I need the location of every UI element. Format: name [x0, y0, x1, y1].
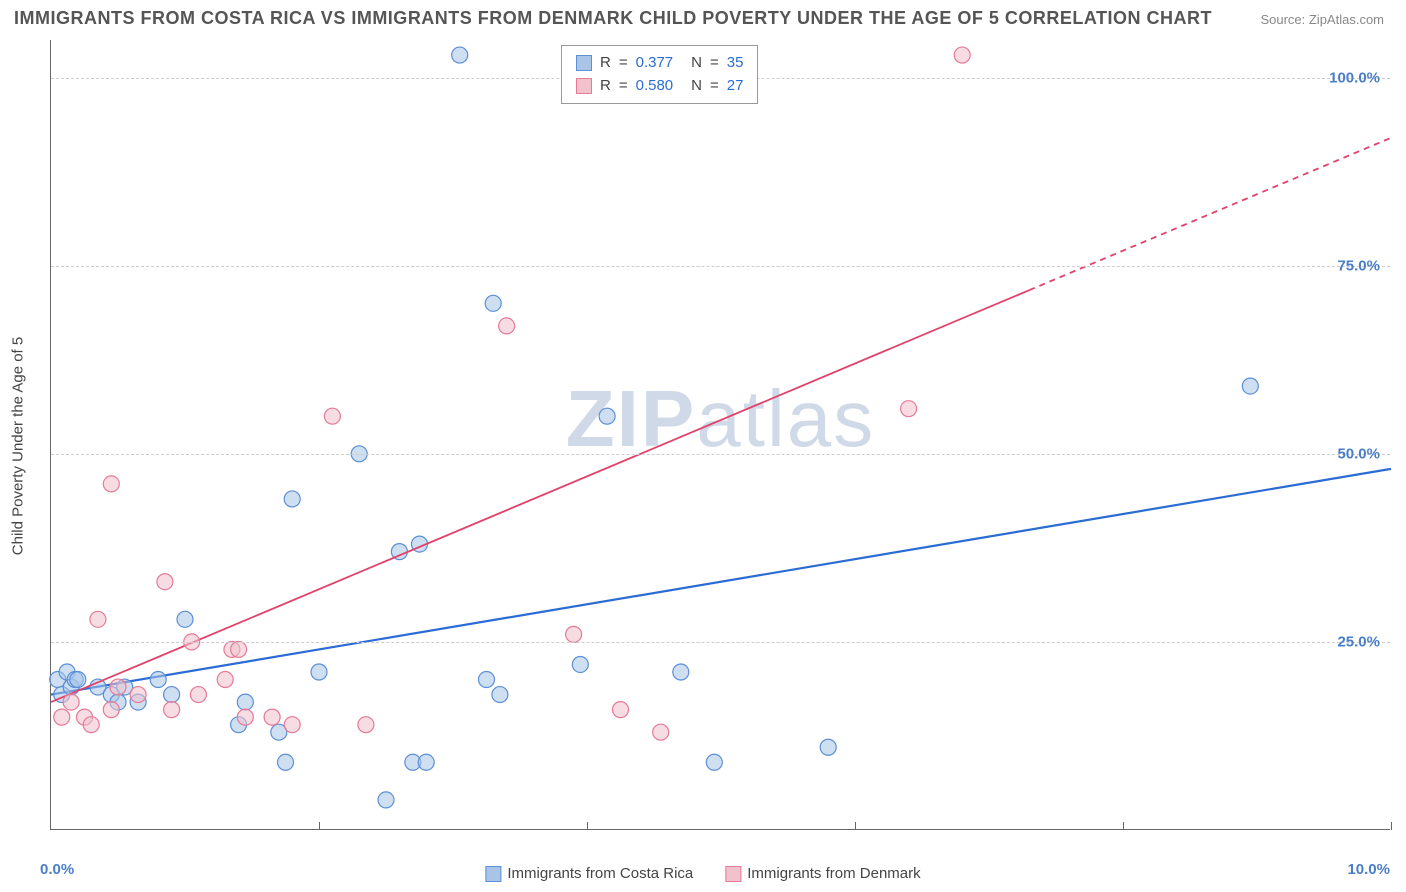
- correlation-legend-box: R = 0.377 N = 35 R = 0.580 N = 27: [561, 45, 758, 104]
- data-point: [157, 574, 173, 590]
- swatch-icon: [725, 866, 741, 882]
- swatch-icon: [485, 866, 501, 882]
- legend-item-denmark: Immigrants from Denmark: [725, 865, 920, 882]
- data-point: [613, 702, 629, 718]
- data-point: [103, 476, 119, 492]
- y-tick-label: 75.0%: [1337, 257, 1380, 274]
- data-point: [499, 318, 515, 334]
- legend-label: Immigrants from Costa Rica: [507, 865, 693, 882]
- data-point: [54, 709, 70, 725]
- data-point: [237, 709, 253, 725]
- data-point: [673, 664, 689, 680]
- r-label: R: [600, 52, 611, 75]
- chart-title: IMMIGRANTS FROM COSTA RICA VS IMMIGRANTS…: [14, 8, 1212, 29]
- bottom-legend: Immigrants from Costa Rica Immigrants fr…: [485, 865, 920, 882]
- data-point: [358, 717, 374, 733]
- rn-row: R = 0.580 N = 27: [576, 75, 743, 98]
- data-point: [901, 401, 917, 417]
- data-point: [177, 611, 193, 627]
- x-tick: [855, 822, 856, 830]
- data-point: [324, 408, 340, 424]
- gridline: [51, 642, 1390, 643]
- data-point: [1242, 378, 1258, 394]
- swatch-icon: [576, 78, 592, 94]
- data-point: [954, 47, 970, 63]
- data-point: [237, 694, 253, 710]
- data-point: [83, 717, 99, 733]
- y-tick-label: 100.0%: [1329, 69, 1380, 86]
- x-tick: [1391, 822, 1392, 830]
- data-point: [452, 47, 468, 63]
- data-point: [164, 687, 180, 703]
- y-tick-label: 50.0%: [1337, 445, 1380, 462]
- data-point: [278, 754, 294, 770]
- plot-area: ZIPatlas R=0.377N=35R=0.580N=27 25.0%50.…: [50, 40, 1390, 830]
- data-point: [284, 491, 300, 507]
- eq-label: =: [710, 75, 719, 98]
- n-label: N: [691, 52, 702, 75]
- data-point: [130, 687, 146, 703]
- data-point: [311, 664, 327, 680]
- y-tick-label: 25.0%: [1337, 633, 1380, 650]
- data-point: [378, 792, 394, 808]
- r-value: 0.580: [636, 75, 674, 98]
- data-point: [485, 295, 501, 311]
- x-tick: [319, 822, 320, 830]
- rn-row: R = 0.377 N = 35: [576, 52, 743, 75]
- data-point: [264, 709, 280, 725]
- eq-label: =: [619, 52, 628, 75]
- data-point: [63, 694, 79, 710]
- data-point: [190, 687, 206, 703]
- data-point: [110, 679, 126, 695]
- data-point: [706, 754, 722, 770]
- gridline: [51, 266, 1390, 267]
- n-value: 35: [727, 52, 744, 75]
- data-point: [479, 672, 495, 688]
- data-point: [70, 672, 86, 688]
- swatch-icon: [576, 55, 592, 71]
- y-axis-label: Child Poverty Under the Age of 5: [10, 337, 27, 555]
- legend-item-costa-rica: Immigrants from Costa Rica: [485, 865, 693, 882]
- data-point: [217, 672, 233, 688]
- chart-svg: [51, 40, 1391, 830]
- data-point: [284, 717, 300, 733]
- data-point: [418, 754, 434, 770]
- data-point: [599, 408, 615, 424]
- x-tick-label-max: 10.0%: [1347, 861, 1390, 878]
- eq-label: =: [619, 75, 628, 98]
- data-point: [653, 724, 669, 740]
- x-tick-label-min: 0.0%: [40, 861, 74, 878]
- source-label: Source: ZipAtlas.com: [1260, 12, 1384, 27]
- gridline: [51, 454, 1390, 455]
- chart-container: IMMIGRANTS FROM COSTA RICA VS IMMIGRANTS…: [0, 0, 1406, 892]
- r-label: R: [600, 75, 611, 98]
- data-point: [566, 626, 582, 642]
- data-point: [231, 641, 247, 657]
- data-point: [150, 672, 166, 688]
- data-point: [90, 611, 106, 627]
- r-value: 0.377: [636, 52, 674, 75]
- data-point: [492, 687, 508, 703]
- x-tick: [587, 822, 588, 830]
- data-point: [103, 702, 119, 718]
- data-point: [820, 739, 836, 755]
- data-point: [164, 702, 180, 718]
- legend-label: Immigrants from Denmark: [747, 865, 920, 882]
- n-label: N: [691, 75, 702, 98]
- x-tick: [1123, 822, 1124, 830]
- n-value: 27: [727, 75, 744, 98]
- data-point: [572, 656, 588, 672]
- eq-label: =: [710, 52, 719, 75]
- trend-line: [51, 469, 1391, 695]
